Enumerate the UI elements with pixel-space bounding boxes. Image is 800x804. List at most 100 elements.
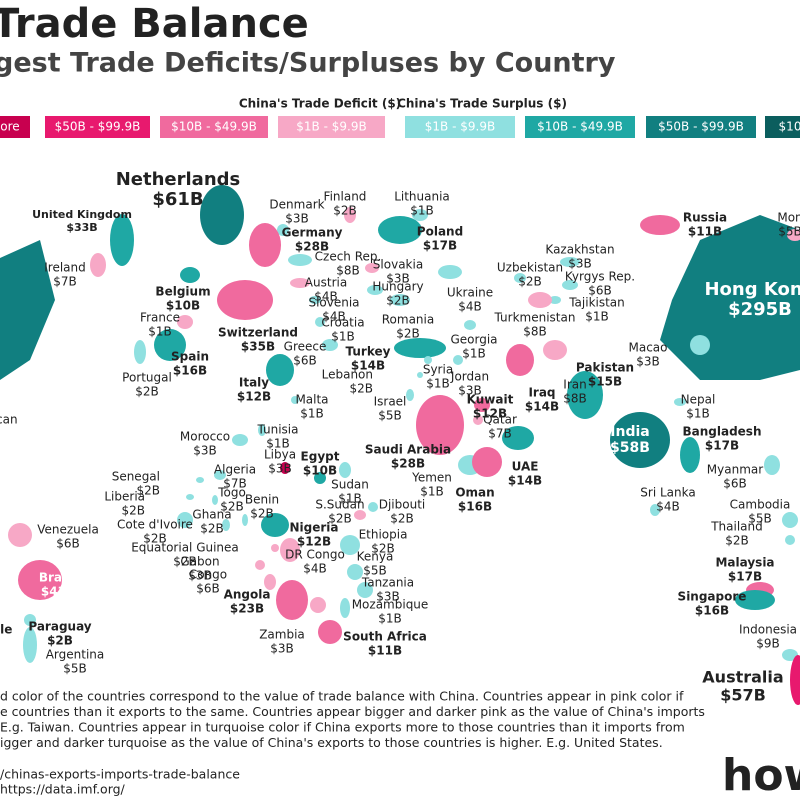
country-name: Gabon	[180, 555, 219, 569]
country-name: Togo	[217, 486, 246, 500]
country-name: Mon	[777, 211, 800, 225]
country-name: Libya	[264, 448, 296, 462]
country-shape	[339, 462, 351, 478]
country-value: $7B	[488, 427, 512, 441]
country-value: $2B	[725, 534, 749, 548]
country-shape	[357, 582, 373, 598]
country-name: Morocco	[180, 430, 230, 444]
country-name: Kuwait	[467, 393, 514, 407]
country-name: Malaysia	[715, 556, 774, 570]
country-value: $2B	[390, 512, 414, 526]
country-value: $17B	[423, 239, 457, 253]
country-shape	[674, 398, 686, 406]
country-shape	[90, 253, 106, 277]
country-value: $1B	[410, 204, 434, 218]
country-shape	[255, 560, 265, 570]
country-value: $11B	[368, 644, 402, 658]
country-name: Algeria	[214, 463, 256, 477]
map: Netherlands$61B United Kingdom$33B Ireland…	[8, 169, 800, 705]
country-shape	[186, 494, 194, 500]
country-name: Benin	[245, 493, 279, 507]
country-value: $2B	[333, 204, 357, 218]
country-value: $3B	[376, 590, 400, 604]
note-line: e countries than it exports to the same.…	[0, 704, 705, 719]
country-shape	[394, 338, 446, 358]
country-shape	[790, 655, 800, 705]
country-shape	[280, 462, 290, 474]
country-name: Pakistan	[576, 361, 634, 375]
country-name: Finland	[324, 190, 367, 204]
country-value: $1B	[462, 347, 486, 361]
country-name: Kazakhstan	[545, 243, 614, 257]
country-value: $10B	[303, 464, 337, 478]
note-line: igger and darker turquoise as the value …	[0, 735, 663, 750]
legend-label: $50B - $99.9B	[658, 120, 744, 134]
country-shape	[217, 280, 273, 320]
legend-label: $50B - $99.9B	[55, 120, 141, 134]
country-name: India	[610, 424, 649, 440]
country-value: $8B	[523, 325, 547, 339]
country-value: $15B	[588, 375, 622, 389]
country-shape	[309, 296, 321, 304]
country-name: Croatia	[321, 316, 364, 330]
country-name: Lithuania	[394, 190, 450, 204]
country-shape	[318, 620, 342, 644]
country-value: $5B	[63, 662, 87, 676]
country-name: Hong Kong	[704, 279, 800, 300]
country-shape	[424, 356, 432, 364]
country-shape	[8, 523, 32, 547]
deficit-heading: China's Trade Deficit ($)	[239, 97, 401, 111]
country-name: Congo	[189, 568, 227, 582]
country-shape	[344, 207, 356, 223]
title: Trade Balance	[0, 1, 309, 47]
country-value: $1B	[148, 325, 172, 339]
country-name: Portugal	[122, 371, 172, 385]
country-name: Oman	[455, 486, 494, 500]
country-name: Cote d'Ivoire	[117, 518, 193, 532]
note-line: E.g. Taiwan. Countries appear in turquoi…	[0, 720, 685, 735]
country-shape	[690, 335, 710, 355]
country-value: $6B	[293, 354, 317, 368]
country-name: Austria	[305, 276, 347, 290]
legend: ore $50B - $99.9B $10B - $49.9B $1B - $9.9B…	[0, 116, 800, 138]
country-name: South Africa	[343, 630, 427, 644]
country-value: $33B	[66, 221, 97, 234]
country-name: Yemen	[411, 471, 452, 485]
country-name: Sudan	[331, 478, 369, 492]
country-value: $2B	[396, 327, 420, 341]
country-shape	[543, 340, 567, 360]
country-name: Israel	[374, 395, 407, 409]
country-value: $2B	[135, 385, 159, 399]
country-shape	[249, 223, 281, 267]
country-shape	[24, 614, 36, 626]
country-value: $1B	[266, 437, 290, 451]
country-value: $1B	[686, 407, 710, 421]
country-value: $4B	[314, 290, 338, 304]
legend-label: $10	[779, 120, 800, 134]
country-value: $10B	[166, 299, 200, 313]
country-name: United Kingdom	[32, 208, 132, 221]
country-shape	[764, 455, 780, 475]
country-value: $17B	[728, 570, 762, 584]
legend-swatch	[0, 116, 30, 138]
note: d color of the countries correspond to t…	[0, 689, 705, 751]
country-name: Kenya	[357, 550, 394, 564]
country-shape	[474, 398, 490, 412]
country-shape	[271, 544, 279, 552]
country-shape	[464, 320, 476, 330]
country-value: $2B	[220, 500, 244, 514]
country-value: $57B	[720, 686, 766, 705]
country-name: Kyrgys Rep.	[565, 270, 635, 284]
country-shape	[453, 355, 463, 365]
country-shape	[310, 597, 326, 613]
country-shape	[417, 372, 423, 378]
country-value: $11B	[688, 225, 722, 239]
country-value: $2B	[371, 542, 395, 556]
country-shape	[266, 354, 294, 386]
country-value: $3B	[568, 257, 592, 271]
country-name: Romania	[382, 313, 434, 327]
country-shape	[212, 495, 218, 505]
country-shape	[640, 215, 680, 235]
country-name: Ghana	[192, 508, 231, 522]
